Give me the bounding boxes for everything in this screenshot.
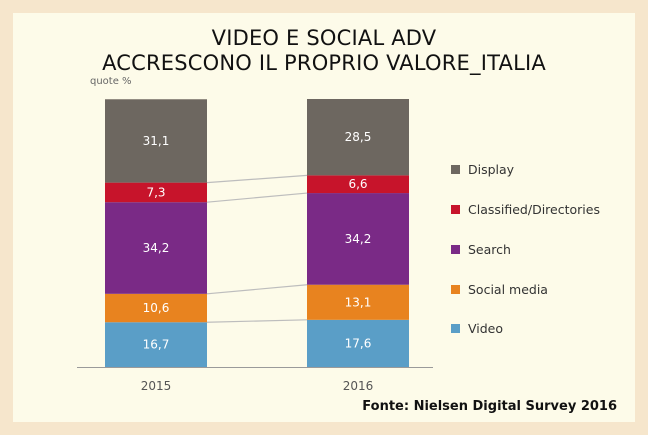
bar-segment-search-2016 xyxy=(307,193,409,285)
legend-label: Display xyxy=(468,161,515,177)
chart-subtitle: ACCRESCONO IL PROPRIO VALORE_ITALIA xyxy=(102,51,546,75)
chart-title: VIDEO E SOCIAL ADV xyxy=(211,26,437,50)
data-label-social-media-2016: 13,1 xyxy=(345,295,372,309)
legend-item-search: Search xyxy=(451,241,511,257)
data-label-social-media-2015: 10,6 xyxy=(143,301,170,315)
legend-item-classified-directories: Classified/Directories xyxy=(451,201,600,217)
legend-label: Search xyxy=(468,241,511,257)
bar-segment-classified-directories-2016 xyxy=(307,175,409,194)
data-label-classified-directories-2016: 6,6 xyxy=(348,177,367,191)
data-label-video-2015: 16,7 xyxy=(143,338,170,352)
connector-line-3 xyxy=(206,174,308,184)
x-tick-label-2016: 2016 xyxy=(343,379,374,393)
legend-swatch xyxy=(451,323,460,333)
legend-label: Social media xyxy=(468,281,548,297)
connector-line-1 xyxy=(206,284,308,295)
bar-segment-classified-directories-2015 xyxy=(105,182,207,203)
bar-segment-display-2015 xyxy=(105,99,207,183)
source-note: Fonte: Nielsen Digital Survey 2016 xyxy=(362,399,617,414)
bar-segment-display-2016 xyxy=(307,99,409,176)
chart-frame: VIDEO E SOCIAL ADV ACCRESCONO IL PROPRIO… xyxy=(13,13,635,422)
stacked-bar-chart: 16,7 17,6 10,6 13,1 34,2 34,2 7,3 6,6 31,1 28,5 20… xyxy=(77,99,433,393)
legend-swatch xyxy=(451,284,460,294)
data-label-search-2016: 34,2 xyxy=(345,232,372,246)
data-label-display-2015: 31,1 xyxy=(143,134,170,148)
bar-segment-video-2015 xyxy=(105,322,207,367)
data-label-display-2016: 28,5 xyxy=(345,130,372,144)
connector-line-2 xyxy=(206,192,308,203)
legend-label: Video xyxy=(468,320,504,336)
connector-line-0 xyxy=(206,319,308,323)
legend-item-social-media: Social media xyxy=(451,281,548,297)
bar-segment-search-2015 xyxy=(105,202,207,294)
bar-segment-video-2016 xyxy=(307,319,409,367)
y-axis-unit-label: quote % xyxy=(90,76,132,87)
legend-label: Classified/Directories xyxy=(468,201,600,217)
legend-swatch xyxy=(451,164,460,174)
bar-segment-social-media-2016 xyxy=(307,284,409,320)
x-tick-label-2015: 2015 xyxy=(141,379,172,393)
legend-swatch xyxy=(451,204,460,214)
data-label-search-2015: 34,2 xyxy=(143,241,170,255)
data-label-classified-directories-2015: 7,3 xyxy=(146,185,165,199)
data-label-video-2016: 17,6 xyxy=(345,336,372,350)
legend-swatch xyxy=(451,244,460,254)
bar-segment-social-media-2015 xyxy=(105,293,207,323)
legend-item-video: Video xyxy=(451,320,503,336)
legend-item-display: Display xyxy=(451,161,514,177)
